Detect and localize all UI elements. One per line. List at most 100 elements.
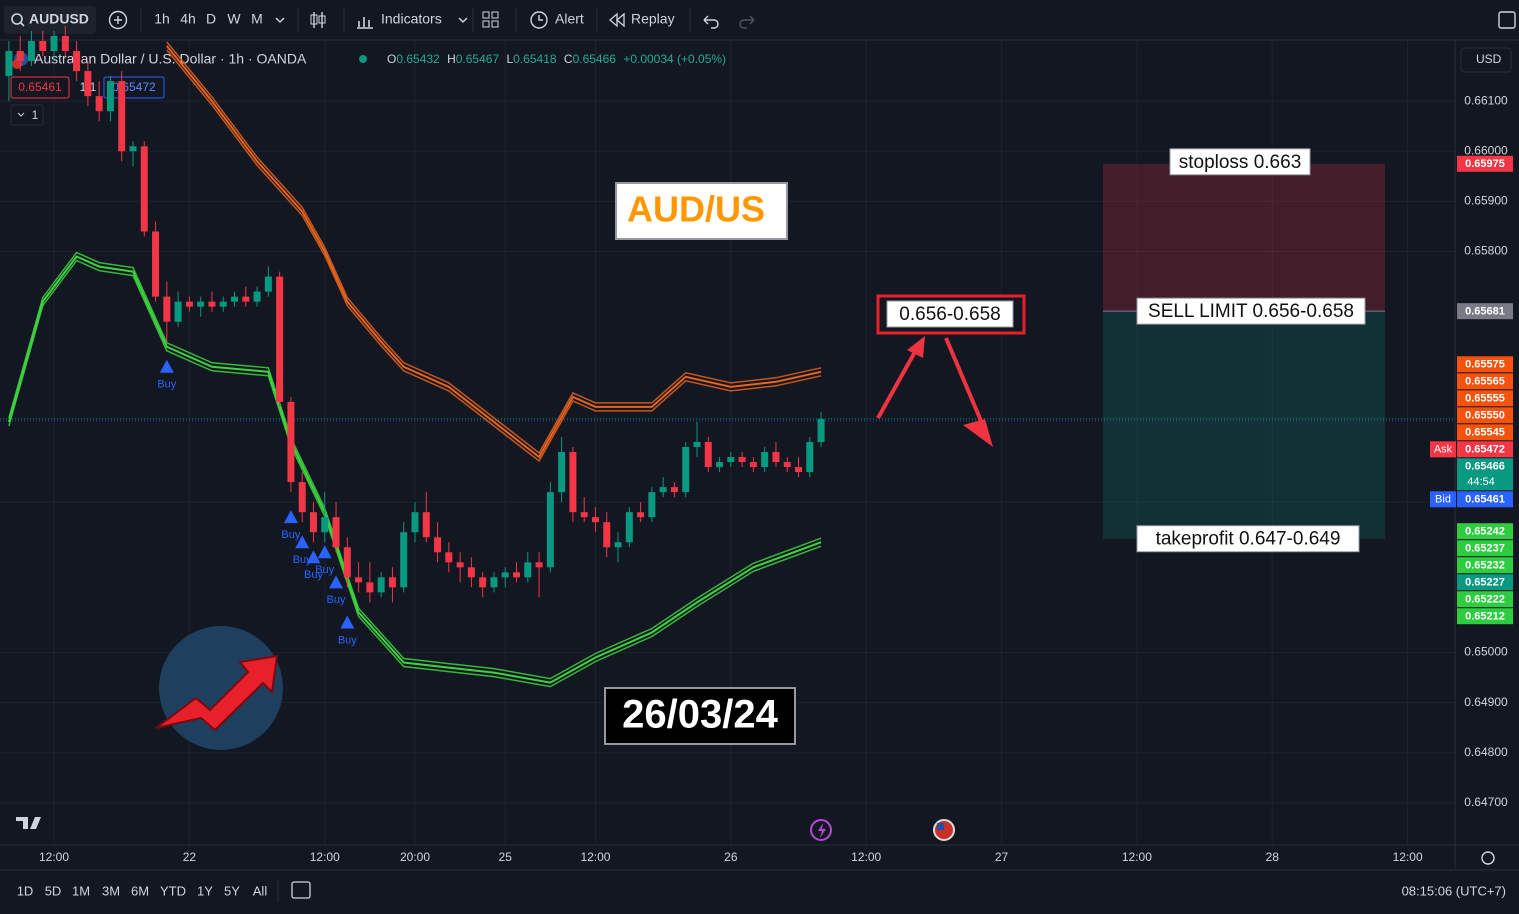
price-label-text: 0.65212	[1465, 611, 1505, 623]
range-button[interactable]: 1M	[72, 883, 90, 898]
price-label	[1457, 574, 1513, 591]
price-tag	[1430, 491, 1456, 508]
date-box	[604, 687, 796, 745]
price-label	[1457, 523, 1513, 540]
alert-button[interactable]: Alert	[555, 11, 584, 27]
candle-body	[50, 35, 58, 52]
date-range-button[interactable]	[291, 881, 311, 899]
y-tick-label: 0.64800	[1464, 745, 1508, 759]
price-label	[1457, 491, 1513, 508]
candle-body	[625, 512, 633, 543]
quantity-button[interactable]	[10, 104, 44, 126]
interval-button[interactable]: 1h	[154, 11, 170, 27]
candle-body	[693, 441, 701, 448]
event-marker[interactable]	[810, 819, 832, 841]
candle-body	[27, 40, 35, 62]
candle-body	[264, 276, 272, 292]
candle-body	[400, 532, 408, 588]
undo-button[interactable]	[703, 15, 719, 29]
price-label	[1457, 373, 1513, 390]
fullscreen-button[interactable]	[1498, 11, 1516, 29]
range-button[interactable]: 1D	[17, 883, 34, 898]
legend-label: O	[387, 52, 396, 66]
candle-body	[355, 577, 363, 583]
candle-body	[253, 291, 261, 302]
candle-body	[73, 51, 81, 72]
interval-button[interactable]: 4h	[180, 11, 196, 27]
x-tick-label: 12:00	[851, 850, 881, 864]
range-button[interactable]: 6M	[131, 883, 149, 898]
candle-body	[287, 401, 295, 483]
range-button[interactable]: 5Y	[224, 883, 240, 898]
legend-change: +0.00034 (+0.05%)	[623, 52, 726, 66]
candle-body	[490, 577, 498, 588]
note-box	[1136, 525, 1360, 553]
candle-body	[558, 452, 566, 493]
redo-button[interactable]	[739, 15, 755, 29]
compare-button[interactable]	[108, 10, 128, 30]
interval-button[interactable]: W	[227, 11, 241, 27]
buy-signal	[317, 545, 332, 559]
price-label-text: 0.65550	[1465, 410, 1505, 422]
arrow-head	[907, 336, 925, 358]
candle-body	[95, 96, 103, 112]
y-tick-label: 0.66000	[1464, 143, 1508, 157]
interval-button[interactable]: M	[251, 11, 263, 27]
price-label-text: 0.65975	[1465, 158, 1505, 170]
candle-body	[501, 572, 509, 578]
x-tick-label: 22	[183, 850, 197, 864]
layouts-button[interactable]	[482, 11, 499, 28]
sell-button[interactable]	[10, 76, 70, 99]
note-box	[1136, 297, 1366, 325]
range-button[interactable]: 3M	[102, 883, 120, 898]
axes: 12:00 22 12:00 20:00 25 12:00 26 12:00 27 12:00 28…	[39, 93, 1513, 864]
candle-body	[84, 71, 92, 97]
candle-body	[140, 146, 148, 232]
y-tick-label: 0.65000	[1464, 645, 1508, 659]
toolbar-separator	[140, 8, 691, 32]
buy-signal	[283, 510, 298, 524]
indicators-button[interactable]: Indicators	[381, 11, 442, 27]
interval-button[interactable]: D	[206, 11, 216, 27]
x-tick-label: 25	[499, 850, 513, 864]
replay-button[interactable]: Replay	[631, 11, 675, 27]
candle-body	[817, 418, 825, 442]
candle-body	[783, 462, 791, 468]
layout-icon	[491, 11, 499, 19]
buy-signal	[329, 575, 344, 589]
chart-type-button[interactable]	[310, 12, 326, 28]
currency-button[interactable]	[1460, 47, 1512, 73]
candle-body	[276, 276, 284, 402]
candle-body	[670, 487, 678, 493]
price-label-text: 0.65555	[1465, 393, 1505, 405]
x-tick-label: 12:00	[1122, 850, 1152, 864]
candle-body	[546, 492, 554, 568]
settings-button[interactable]	[1481, 851, 1495, 865]
x-tick-label: 26	[724, 850, 738, 864]
symbol-search[interactable]	[4, 6, 96, 34]
symbol[interactable]: AUDUSD	[29, 11, 89, 27]
pair-box	[615, 182, 788, 240]
x-tick-label: 12:00	[310, 850, 340, 864]
candle-body	[309, 512, 317, 533]
alert-icon	[538, 15, 543, 21]
interval-menu[interactable]	[275, 17, 285, 23]
countdown: 44:54	[1467, 476, 1495, 488]
range-button[interactable]: 1Y	[197, 883, 213, 898]
range-button[interactable]: All	[253, 883, 268, 898]
event-icon	[937, 823, 944, 830]
price-label	[1457, 155, 1513, 172]
stop-zone	[1103, 163, 1385, 312]
candle-body	[614, 542, 622, 548]
zone-inner	[886, 300, 1014, 328]
candle-body	[524, 562, 532, 578]
candle-body	[39, 40, 47, 52]
note-label: stoploss 0.663	[1179, 152, 1302, 173]
indicators-menu[interactable]	[458, 17, 468, 23]
price-tag	[1430, 441, 1456, 458]
candle-body	[16, 51, 24, 62]
range-button[interactable]: 5D	[45, 883, 62, 898]
range-button[interactable]: YTD	[160, 883, 186, 898]
price-label	[1457, 540, 1513, 557]
